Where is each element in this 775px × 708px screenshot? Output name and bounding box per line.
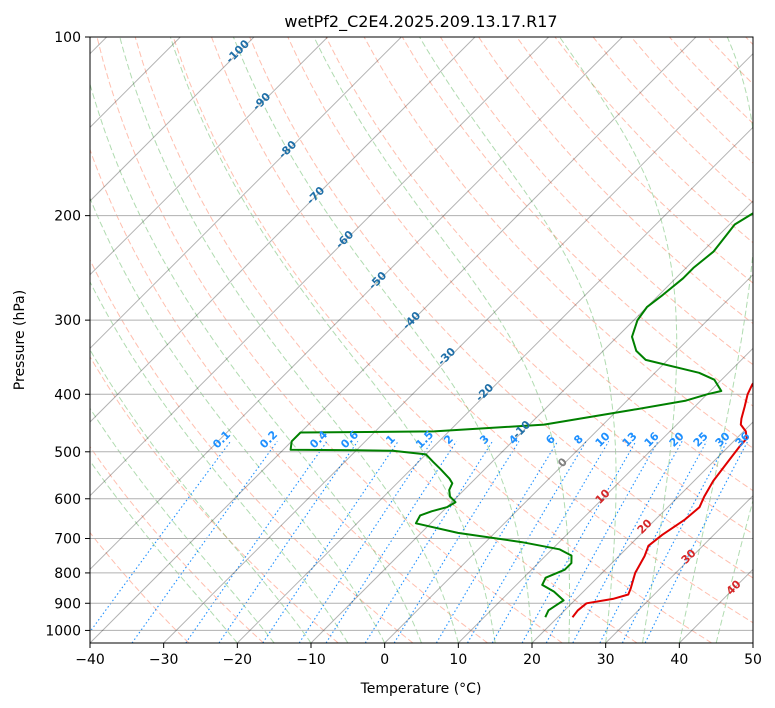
moist-adiabat-line <box>119 37 459 643</box>
dry-adiabat-line <box>96 37 563 643</box>
isotherm-line <box>752 642 753 643</box>
y-tick-label: 200 <box>54 209 81 225</box>
moist-adiabat-line <box>232 37 533 643</box>
y-tick-label: 1000 <box>45 623 81 639</box>
moist-adiabat-line <box>678 37 753 643</box>
y-tick-label: 800 <box>54 566 81 582</box>
moist-adiabat-line <box>90 196 386 643</box>
moist-adiabat-line <box>313 37 571 643</box>
temperature-profile <box>571 382 753 618</box>
y-tick-label: 700 <box>54 532 81 548</box>
dry-adiabat-line <box>249 37 753 579</box>
isotherm-line <box>90 37 476 423</box>
mixing-ratio-line <box>185 440 328 643</box>
mixing-ratio-line <box>572 441 683 643</box>
moist-adiabat-line <box>90 348 312 643</box>
mixing-ratio-line <box>467 441 587 643</box>
x-tick-label: 30 <box>597 652 615 668</box>
mixing-ratio-line <box>364 441 493 643</box>
moist-adiabat-line <box>169 37 496 643</box>
y-tick-label: 400 <box>54 387 81 403</box>
x-axis-label: Temperature (°C) <box>360 681 482 697</box>
isotherm-line <box>90 37 623 571</box>
moist-adiabat-line <box>559 37 678 643</box>
moist-adiabat-line <box>90 82 422 643</box>
mixing-ratio-line <box>325 440 457 643</box>
y-tick-label: 600 <box>54 492 81 508</box>
mixing-ratio-line <box>545 441 659 643</box>
dry-adiabat-line <box>90 445 264 643</box>
y-tick-label: 500 <box>54 445 81 461</box>
mixing-ratio-line <box>218 440 359 643</box>
x-tick-label: 10 <box>449 652 467 668</box>
dry-adiabat-line <box>439 37 753 366</box>
plot-layers <box>90 37 753 643</box>
moist-adiabat-line <box>90 460 238 643</box>
moist-adiabat-line <box>90 280 349 643</box>
plot-area <box>90 37 753 643</box>
dry-adiabats <box>90 37 753 643</box>
moist-adiabat-line <box>90 407 275 643</box>
y-tick-label: 900 <box>54 596 81 612</box>
x-tick-label: −30 <box>149 652 179 668</box>
isotherm-line <box>384 273 753 643</box>
dry-adiabat-line <box>90 258 414 643</box>
isotherms <box>90 37 753 643</box>
dry-adiabat-line <box>90 531 190 643</box>
dewpoint-profile <box>289 212 753 618</box>
isotherm-line <box>90 37 329 276</box>
dry-adiabat-line <box>211 37 753 624</box>
y-axis-ticks: 100 200 300 400 500 600 700 800 900 1000 <box>45 30 90 639</box>
pressure-gridlines <box>90 37 753 631</box>
dry-adiabat-line <box>172 37 712 643</box>
mixing-ratio-line <box>491 441 610 643</box>
dry-adiabat-line <box>90 148 488 643</box>
isotherm-line <box>90 37 402 350</box>
x-tick-label: 0 <box>380 652 389 668</box>
mixing-ratio-line <box>521 441 637 643</box>
mixing-ratio-line <box>393 441 520 643</box>
dry-adiabat-line <box>287 37 753 535</box>
mixing-ratio-line <box>435 441 559 643</box>
moist-adiabat-line <box>419 37 617 643</box>
mixing-ratio-line <box>131 440 278 643</box>
mixing-ratio-line <box>262 440 399 643</box>
mixing-ratio-lines <box>90 440 749 643</box>
mixing-ratio-line <box>298 440 433 643</box>
x-tick-label: −40 <box>75 652 105 668</box>
profile-series <box>289 212 753 618</box>
isotherm-line <box>605 494 753 643</box>
isotherm-line <box>90 37 255 202</box>
isotherm-line <box>457 347 753 643</box>
x-tick-label: −10 <box>296 652 326 668</box>
chart-title: wetPf2_C2E4.2025.209.13.17.R17 <box>284 12 557 32</box>
x-tick-label: 20 <box>523 652 541 668</box>
mixing-ratio-line <box>90 440 232 633</box>
isotherm-line <box>163 52 753 643</box>
moist-adiabats <box>90 37 753 643</box>
plot-frame <box>89 36 754 644</box>
x-tick-label: −20 <box>223 652 253 668</box>
dry-adiabat-line <box>401 37 753 407</box>
isotherm-line <box>310 200 753 643</box>
x-tick-label: 40 <box>670 652 688 668</box>
dry-adiabat-line <box>134 37 638 643</box>
isotherm-line <box>90 37 550 497</box>
dry-adiabat-line <box>516 37 753 284</box>
isotherm-line <box>90 37 697 643</box>
y-tick-label: 100 <box>54 30 81 46</box>
dry-adiabat-line <box>90 355 339 643</box>
y-tick-label: 300 <box>54 313 81 329</box>
isotherm-line <box>531 421 753 643</box>
x-tick-label: 50 <box>744 652 762 668</box>
x-axis-ticks: −40 −30 −20 −10 0 10 20 30 40 50 <box>75 643 762 668</box>
isotherm-line <box>236 126 753 643</box>
y-axis-label: Pressure (hPa) <box>12 290 28 390</box>
